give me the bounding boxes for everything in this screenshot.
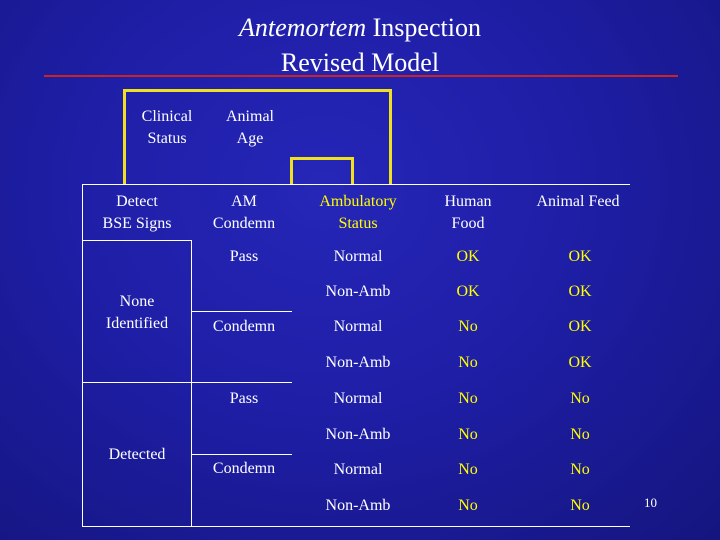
am-value: Condemn [212, 318, 276, 335]
animal-feed-cell: No [570, 497, 590, 514]
ambulatory-cell: Normal [333, 390, 383, 407]
animal-feed-cell: No [570, 461, 590, 478]
animal-feed-cell: OK [568, 354, 592, 371]
header-human-food: Human Food [418, 191, 518, 235]
connector-clinical-left [123, 89, 126, 184]
detect-none-line1: None [119, 293, 155, 310]
header-human-line2: Food [451, 215, 485, 232]
detect-group-detected: Detected [108, 446, 166, 463]
am-value: Condemn [212, 460, 276, 477]
ambulatory-cell: Normal [333, 248, 383, 265]
header-detect-line1: Detect [116, 193, 158, 210]
header-ambulatory-status: Ambulatory Status [298, 191, 418, 235]
animal-feed-cell: No [570, 390, 590, 407]
human-food-cell: No [458, 354, 478, 371]
human-food-cell: No [458, 461, 478, 478]
ambulatory-cell: Normal [333, 318, 383, 335]
human-food-cell: No [458, 426, 478, 443]
am-divider-3 [191, 454, 292, 455]
human-food-cell: OK [456, 283, 480, 300]
detect-none-line2: Identified [105, 315, 169, 332]
title-underline [44, 75, 678, 77]
animal-age-line1: Animal [226, 108, 274, 125]
animal-feed-cell: OK [568, 283, 592, 300]
header-am-line2: Condemn [212, 215, 276, 232]
connector-clinical-right [389, 89, 392, 184]
am-divider-2 [191, 382, 292, 383]
table-bottom-border [82, 526, 630, 527]
header-human-line1: Human [444, 193, 492, 210]
animal-feed-cell: No [570, 426, 590, 443]
ambulatory-cell: Non-Amb [325, 283, 391, 300]
am-value: Pass [229, 390, 259, 407]
header-am-condemn: AM Condemn [194, 191, 294, 235]
animal-feed-cell: OK [568, 248, 592, 265]
ambulatory-cell: Non-Amb [325, 354, 391, 371]
clinical-status-line1: Clinical [141, 108, 193, 125]
human-food-cell: No [458, 497, 478, 514]
title-rest: Inspection [366, 13, 481, 42]
title-line-2: Revised Model [280, 48, 440, 77]
connector-top-horizontal [123, 89, 391, 92]
animal-age-label: Animal Age [210, 106, 290, 150]
human-food-cell: No [458, 318, 478, 335]
header-am-line1: AM [231, 193, 257, 210]
table-top-border [82, 184, 630, 185]
connector-age-right [351, 157, 354, 184]
header-ambulatory-line1: Ambulatory [319, 193, 397, 210]
clinical-status-label: Clinical Status [128, 106, 206, 150]
header-animal-feed: Animal Feed [536, 193, 620, 210]
detect-header-bottom [82, 240, 192, 241]
title-line-1: Antemortem Inspection [0, 12, 720, 43]
connector-age-left [290, 157, 293, 184]
header-detect-bse: Detect BSE Signs [84, 191, 190, 235]
title-italic-word: Antemortem [239, 13, 367, 42]
connector-age-horizontal [290, 157, 354, 160]
clinical-status-line2: Status [147, 130, 187, 147]
page-number: 10 [644, 495, 657, 510]
header-ambulatory-line2: Status [338, 215, 378, 232]
am-value: Pass [229, 248, 259, 265]
table-left-border [82, 184, 83, 526]
ambulatory-cell: Non-Amb [325, 426, 391, 443]
human-food-cell: No [458, 390, 478, 407]
animal-age-line2: Age [236, 130, 264, 147]
detect-group-divider [82, 382, 192, 383]
am-divider-1 [191, 311, 292, 312]
ambulatory-cell: Non-Amb [325, 497, 391, 514]
human-food-cell: OK [456, 248, 480, 265]
detect-group-none-identified: None Identified [84, 291, 190, 335]
header-detect-line2: BSE Signs [102, 215, 172, 232]
animal-feed-cell: OK [568, 318, 592, 335]
detect-column-divider [191, 240, 192, 526]
ambulatory-cell: Normal [333, 461, 383, 478]
